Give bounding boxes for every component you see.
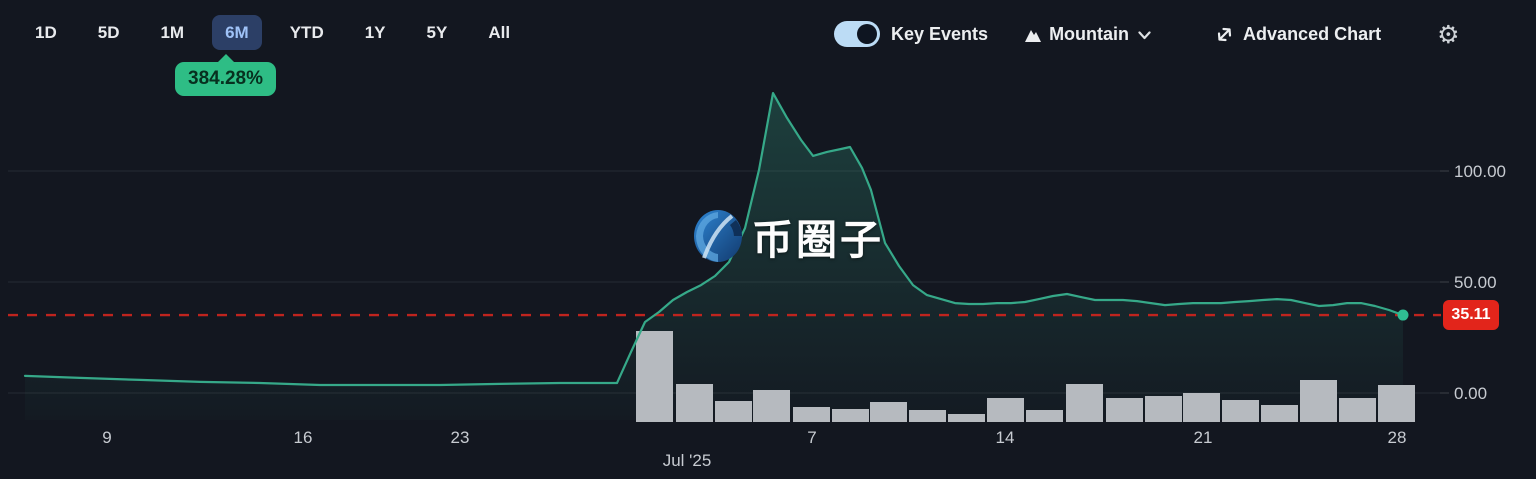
mountain-icon [1025, 29, 1042, 42]
x-month-label: Jul '25 [663, 451, 712, 470]
volume-bar [1106, 398, 1143, 422]
volume-bar [909, 410, 946, 422]
range-button-1d[interactable]: 1D [22, 15, 70, 50]
volume-bar [948, 414, 985, 422]
last-price-badge: 35.11 [1443, 300, 1499, 330]
volume-bar [1183, 393, 1220, 422]
volume-bar [636, 331, 673, 422]
range-tabs: 1D 5D 1M 6M YTD 1Y 5Y All [22, 15, 538, 50]
range-button-ytd[interactable]: YTD [277, 15, 337, 50]
x-tick-label: 16 [294, 428, 313, 447]
volume-bar [1222, 400, 1259, 422]
advanced-chart-button[interactable]: Advanced Chart [1215, 24, 1381, 45]
range-change-badge: 384.28% [175, 62, 277, 96]
range-button-all[interactable]: All [475, 15, 523, 50]
range-button-5y[interactable]: 5Y [414, 15, 461, 50]
volume-bar [870, 402, 907, 422]
advanced-chart-label: Advanced Chart [1243, 23, 1382, 44]
x-tick-label: 7 [807, 428, 816, 447]
toggle-knob-icon [857, 24, 877, 44]
volume-bar [1261, 405, 1298, 422]
volume-bar [793, 407, 830, 422]
volume-bar [1339, 398, 1376, 422]
volume-bar [1145, 396, 1182, 422]
range-button-1m[interactable]: 1M [147, 15, 197, 50]
volume-bar [832, 409, 869, 422]
volume-bar [676, 384, 713, 422]
volume-bar [1300, 380, 1337, 422]
y-tick-label: 50.00 [1454, 273, 1497, 292]
x-tick-label: 21 [1194, 428, 1213, 447]
y-tick-label: 100.00 [1454, 162, 1506, 181]
key-events-toggle[interactable] [834, 21, 880, 47]
volume-bar [715, 401, 752, 422]
x-tick-label: 14 [996, 428, 1015, 447]
x-tick-label: 9 [102, 428, 111, 447]
range-button-6m[interactable]: 6M [212, 15, 262, 50]
x-tick-label: 28 [1388, 428, 1407, 447]
chart-type-dropdown[interactable]: Mountain [1024, 24, 1151, 45]
volume-bar [987, 398, 1024, 422]
settings-button[interactable]: ⚙ [1437, 22, 1459, 47]
volume-bar [1066, 384, 1103, 422]
x-tick-label: 23 [451, 428, 470, 447]
diagonal-arrows-icon [1217, 27, 1232, 41]
range-button-5d[interactable]: 5D [85, 15, 133, 50]
price-area [25, 93, 1403, 420]
chart-type-label: Mountain [1049, 23, 1130, 44]
last-price-dot [1397, 309, 1409, 321]
price-line [23, 92, 1405, 387]
chevron-down-icon [1138, 30, 1151, 39]
y-tick-label: 0.00 [1454, 384, 1487, 403]
volume-bar [1378, 385, 1415, 422]
volume-bar [1026, 410, 1063, 422]
key-events-label: Key Events [891, 23, 989, 44]
chart-controls: Key Events Mountain Advanced Chart ⚙ [834, 19, 1460, 49]
gear-icon: ⚙ [1437, 19, 1460, 49]
volume-bar [753, 390, 790, 422]
range-button-1y[interactable]: 1Y [352, 15, 399, 50]
